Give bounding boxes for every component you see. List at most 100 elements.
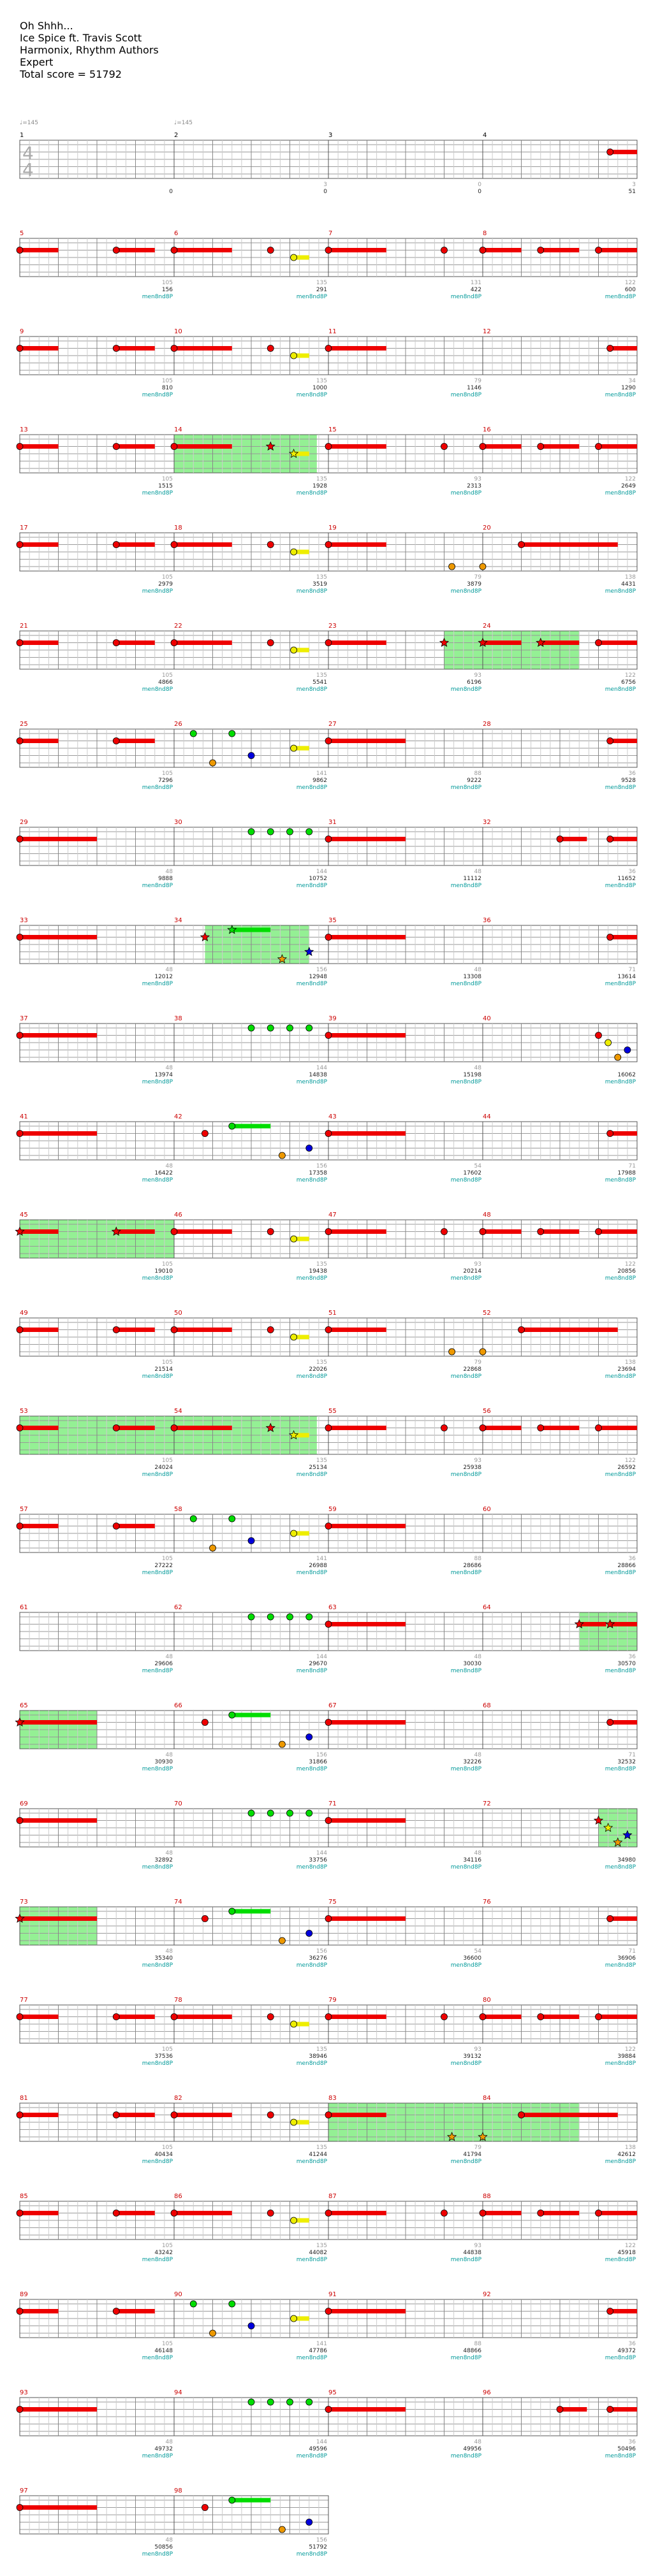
sustain-tail (293, 2120, 309, 2125)
star-note (478, 2131, 488, 2141)
cumulative-score: 9888 (158, 876, 173, 882)
note-gem (448, 563, 456, 570)
note-gem (202, 2504, 209, 2511)
sustain-tail (293, 2316, 309, 2321)
note-gem (305, 1930, 313, 1937)
sustain-tail (293, 648, 309, 653)
note-gem (228, 1907, 236, 1915)
marker-label: men8nd8P (451, 1962, 482, 1969)
measure-number: 61 (20, 1604, 28, 1611)
note-gem (170, 443, 178, 450)
marker-label: men8nd8P (142, 294, 173, 300)
measure-number: 59 (328, 1506, 337, 1513)
measure-number: 16 (483, 426, 491, 433)
measure-number: 63 (328, 1604, 337, 1611)
sustain-tail (20, 2113, 59, 2117)
note-gem (209, 2329, 216, 2337)
note-gem (228, 1711, 236, 1719)
note-gem (170, 541, 178, 548)
note-gem (112, 247, 120, 254)
measure-score: 93 (474, 1261, 481, 1268)
sustain-tail (579, 1622, 606, 1626)
note-gem (290, 254, 297, 261)
note-gem (290, 1235, 297, 1243)
note-gem (247, 2398, 255, 2406)
note-gem (606, 2406, 614, 2413)
note-gem (518, 541, 525, 548)
measure-number: 87 (328, 2193, 337, 2200)
sustain-tail (610, 1622, 637, 1626)
measure-number: 32 (483, 819, 491, 826)
note-gem (278, 2526, 286, 2533)
cumulative-score: 22868 (463, 1366, 481, 1373)
sustain-tail (328, 346, 386, 351)
note-gem (16, 443, 24, 450)
measure-number: 88 (483, 2193, 491, 2200)
sustain-tail (328, 739, 406, 743)
measure-number: 10 (174, 328, 182, 335)
measure-score: 131 (471, 280, 481, 286)
cumulative-score: 11652 (617, 876, 636, 882)
sustain-tail (293, 451, 309, 456)
measure-number: 78 (174, 1997, 182, 2004)
measure-number: 27 (328, 721, 337, 728)
measure-score: 135 (316, 2243, 327, 2249)
sustain-tail (483, 444, 522, 449)
measure-score: 71 (629, 967, 636, 973)
marker-label: men8nd8P (605, 883, 636, 889)
measure-number: 14 (174, 426, 182, 433)
note-gem (247, 1809, 255, 1817)
measure-score: 48 (166, 1163, 173, 1169)
note-gem (606, 1719, 614, 1726)
marker-label: men8nd8P (142, 2551, 173, 2558)
note-gem (112, 2111, 120, 2118)
cumulative-score: 11112 (463, 876, 481, 882)
note-gem (325, 443, 332, 450)
measure-score: 93 (474, 2243, 481, 2249)
sustain-tail (328, 1131, 406, 1136)
note-gem (16, 2013, 24, 2020)
star-note (622, 1830, 633, 1840)
cumulative-score: 1515 (158, 483, 173, 489)
measure-score: 54 (474, 1948, 482, 1955)
total-score: Total score = 51792 (20, 68, 122, 80)
sustain-tail (328, 1818, 406, 1823)
marker-label: men8nd8P (297, 1668, 328, 1674)
marker-label: men8nd8P (605, 392, 636, 398)
measure-number: 19 (328, 525, 337, 532)
sustain-tail (20, 1426, 59, 1430)
cumulative-score: 19438 (309, 1268, 327, 1275)
sustain-tail (293, 2218, 309, 2223)
song-title: Oh Shhh... (20, 20, 73, 32)
note-gem (606, 148, 614, 156)
measure-score: 48 (166, 967, 173, 973)
measure-number: 75 (328, 1899, 337, 1906)
sustain-tail (231, 1909, 271, 1914)
sustain-tail (328, 1328, 386, 1332)
measure-number: 64 (483, 1604, 491, 1611)
note-gem (170, 2111, 178, 2118)
marker-label: men8nd8P (605, 294, 636, 300)
marker-label: men8nd8P (605, 1766, 636, 1772)
measure-number: 15 (328, 426, 337, 433)
marker-label: men8nd8P (142, 1766, 173, 1772)
measure-score: 105 (162, 476, 173, 482)
note-gem (228, 2300, 236, 2308)
note-gem (290, 2315, 297, 2322)
note-gem (112, 2013, 120, 2020)
cumulative-score: 32532 (617, 1759, 636, 1765)
marker-label: men8nd8P (142, 2159, 173, 2165)
star-note (265, 441, 275, 451)
